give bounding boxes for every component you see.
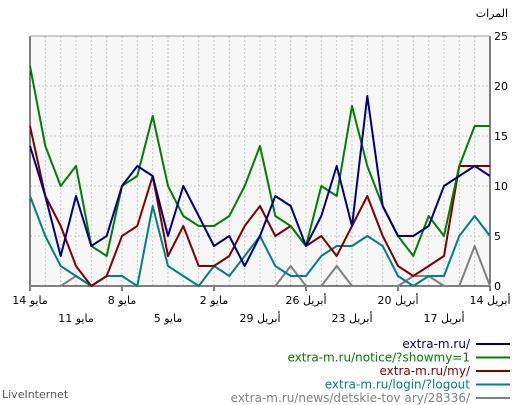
x-tick-label: 20 أبريل xyxy=(377,293,418,307)
series-line xyxy=(29,65,490,257)
legend-label: extra-m.ru/news/detskie-tov ary/28336/ xyxy=(231,391,471,405)
legend: extra-m.ru/extra-m.ru/notice/?showmy=1ex… xyxy=(231,337,510,405)
y-axis-label: المرات xyxy=(476,7,508,20)
y-tick-label: 15 xyxy=(494,130,508,143)
x-tick-label: 11 مايو xyxy=(58,312,94,325)
x-tick-label: 26 أبريل xyxy=(285,293,326,307)
x-tick-label: 14 مايو xyxy=(12,294,48,307)
x-tick-label: 5 مايو xyxy=(154,312,183,325)
legend-label: extra-m.ru/ xyxy=(402,337,471,351)
x-tick-label: 8 مايو xyxy=(108,294,137,307)
legend-label: extra-m.ru/login/?logout xyxy=(325,378,471,392)
x-tick-label: 23 أبريل xyxy=(331,311,372,325)
y-tick-label: 25 xyxy=(494,30,508,43)
series-line xyxy=(29,125,490,287)
footer-brand: LiveInternet xyxy=(2,388,69,401)
series-line xyxy=(29,95,491,267)
series-layer xyxy=(29,65,491,287)
legend-label: extra-m.ru/my/ xyxy=(379,364,470,378)
x-tick-label: 29 أبريل xyxy=(239,311,280,325)
y-axis: 0 5 10 15 20 25 xyxy=(494,30,508,293)
y-tick-label: 0 xyxy=(494,280,501,293)
y-tick-label: 5 xyxy=(494,230,501,243)
x-tick-label: 17 أبريل xyxy=(423,311,464,325)
x-tick-label: 2 مايو xyxy=(200,294,229,307)
y-tick-label: 10 xyxy=(494,180,508,193)
y-tick-label: 20 xyxy=(494,80,508,93)
x-axis: 14 مايو 8 مايو 2 مايو 26 أبريل 20 أبريل 14 أب… xyxy=(12,286,511,325)
legend-label: extra-m.ru/notice/?showmy=1 xyxy=(287,351,470,365)
x-tick-label: 14 أبريل xyxy=(469,293,510,307)
